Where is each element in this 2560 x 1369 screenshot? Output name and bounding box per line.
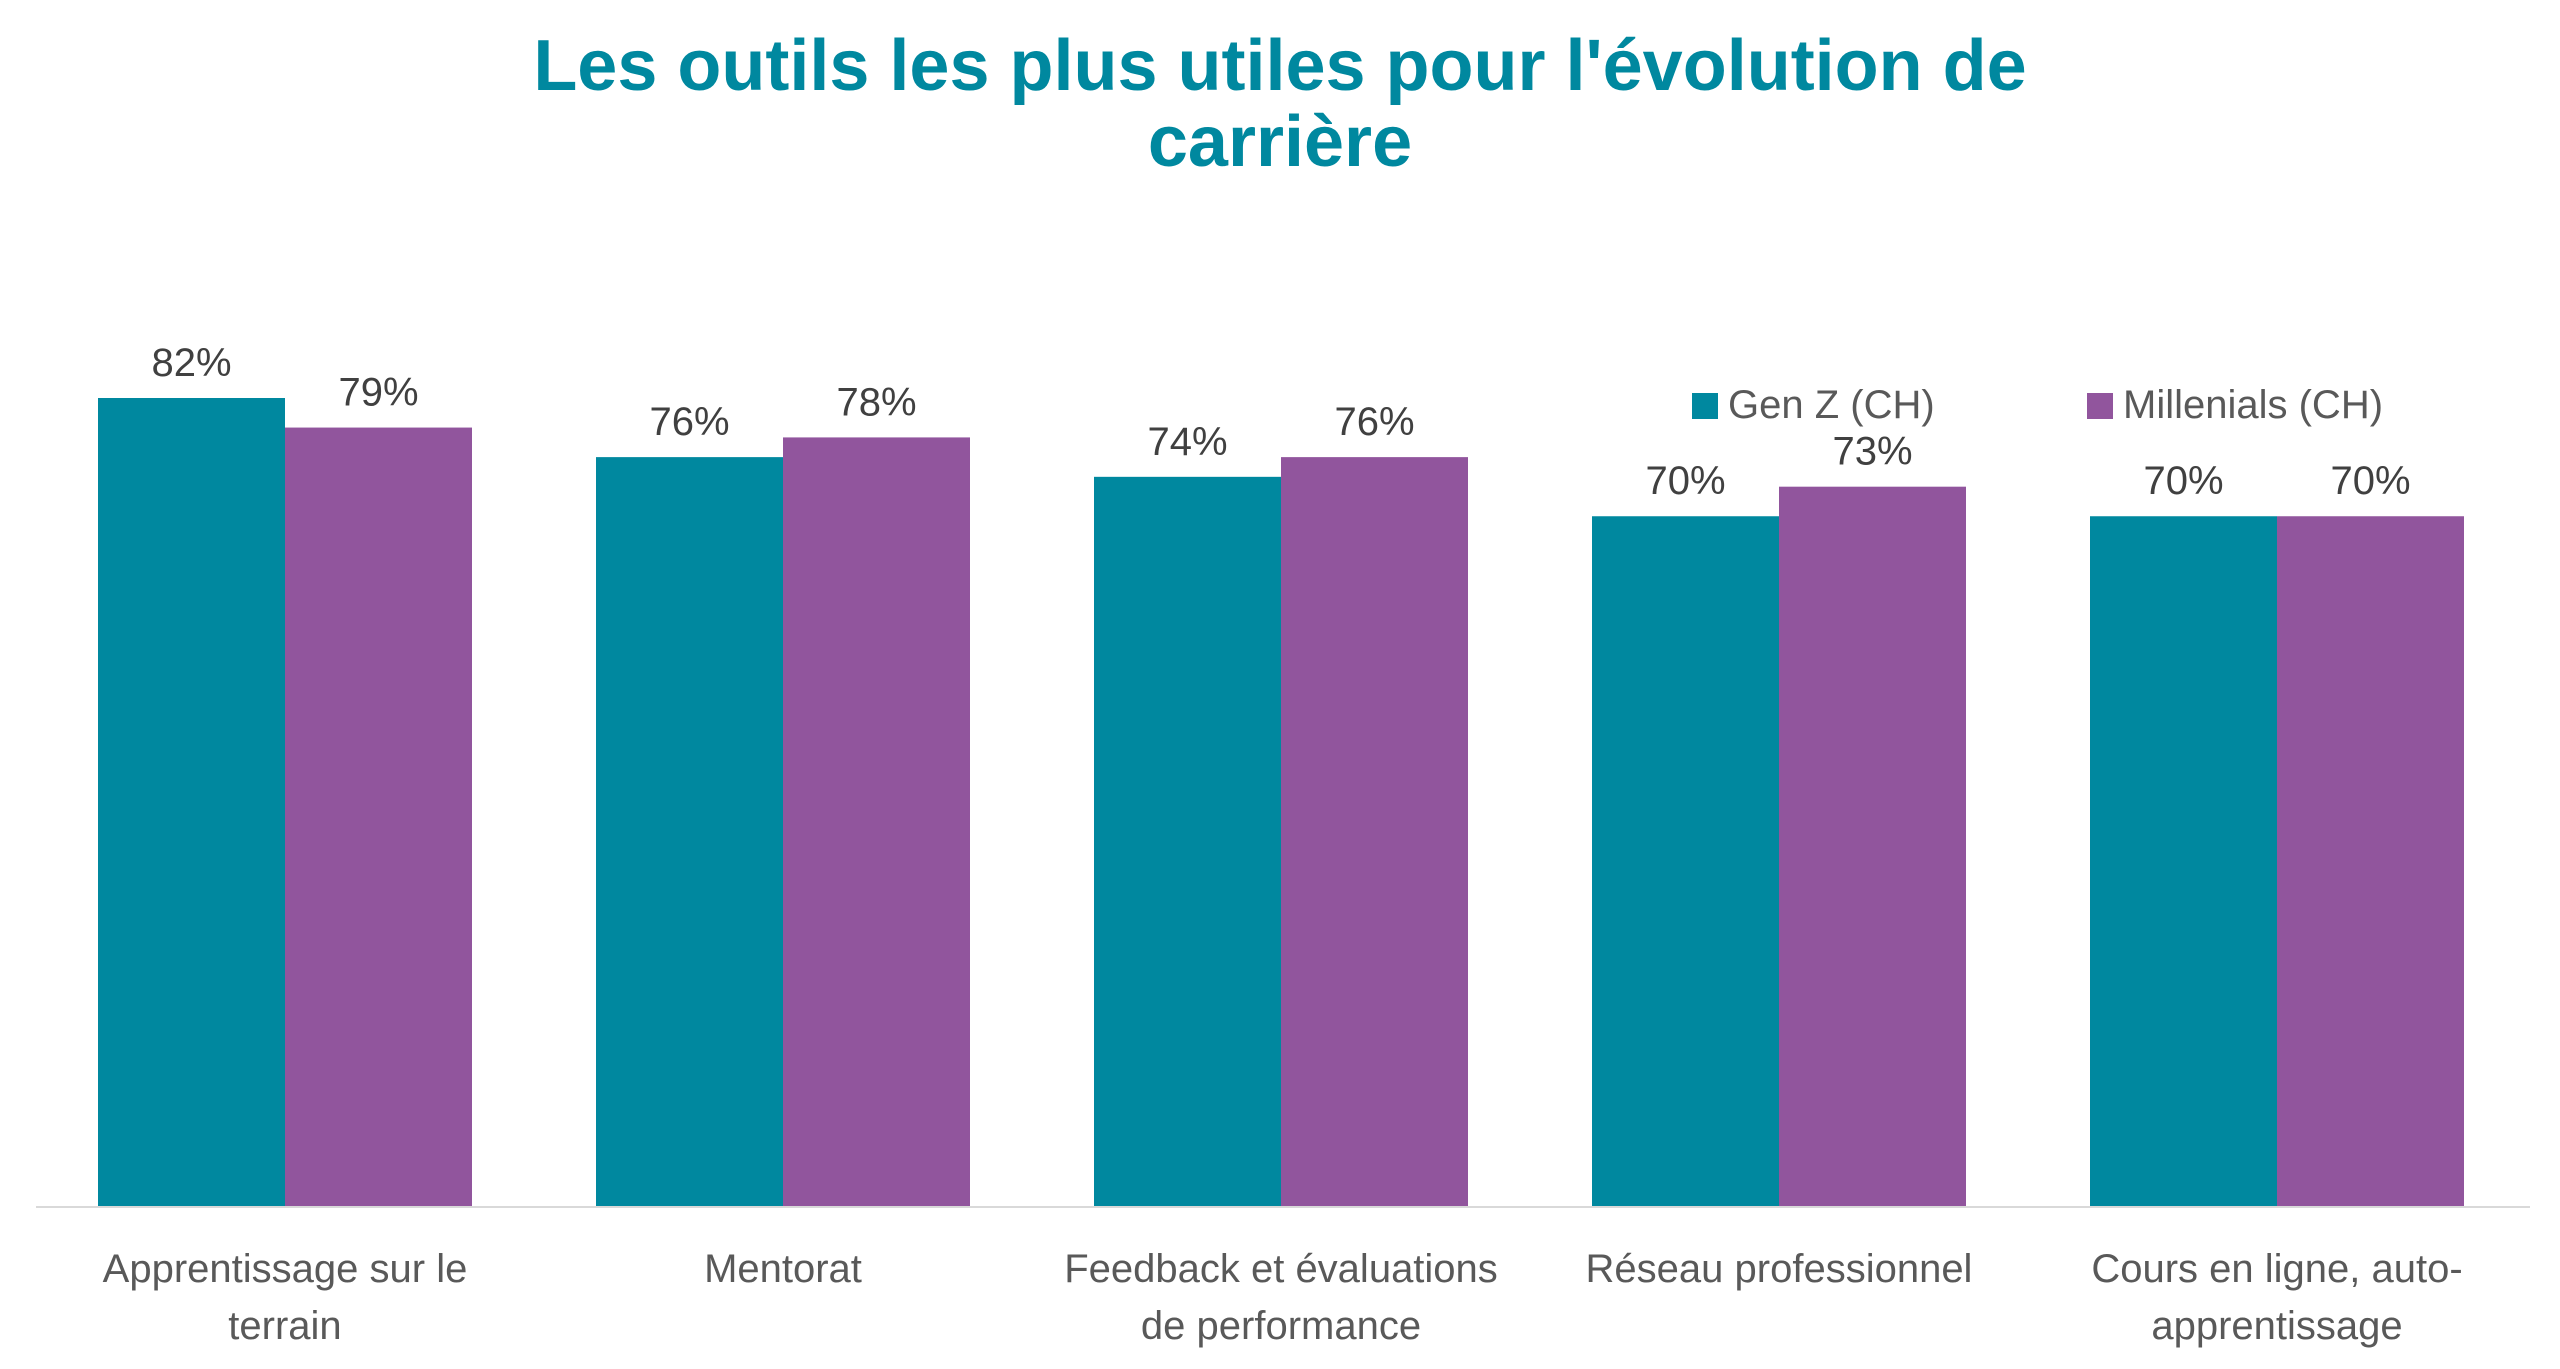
bar-genz-2 xyxy=(596,457,783,1206)
legend-label-1: Gen Z (CH) xyxy=(1728,383,1935,427)
bar-millenials-1 xyxy=(285,427,472,1206)
data-label-millenials-4: 73% xyxy=(1832,430,1912,474)
data-label-genz-2: 76% xyxy=(649,400,729,444)
chart-legend: Gen Z (CH) Millenials (CH) xyxy=(1692,383,2383,427)
category-label-3-line-2: de performance xyxy=(1141,1304,1421,1348)
chart-title-line-2: carrière xyxy=(1148,102,1412,182)
legend-swatch-1 xyxy=(1692,393,1718,419)
bar-millenials-2 xyxy=(783,437,970,1206)
data-label-millenials-3: 76% xyxy=(1334,400,1414,444)
chart-title-line-1: Les outils les plus utiles pour l'évolut… xyxy=(533,26,2026,106)
data-label-genz-5: 70% xyxy=(2143,459,2223,503)
category-label-3-line-1: Feedback et évaluations xyxy=(1064,1247,1498,1291)
category-labels: Apprentissage sur le terrain Mentorat Feedb… xyxy=(103,1247,2463,1348)
category-label-5-line-1: Cours en ligne, auto- xyxy=(2091,1247,2462,1291)
data-label-genz-3: 74% xyxy=(1147,420,1227,464)
bar-genz-3 xyxy=(1094,476,1281,1207)
category-label-1-line-2: terrain xyxy=(228,1304,341,1348)
category-label-5-line-2: apprentissage xyxy=(2151,1304,2402,1348)
legend-label-2: Millenials (CH) xyxy=(2123,383,2383,427)
bar-millenials-5 xyxy=(2277,516,2464,1206)
bar-genz-4 xyxy=(1592,516,1779,1206)
bar-genz-5 xyxy=(2090,516,2277,1206)
data-label-millenials-5: 70% xyxy=(2330,459,2410,503)
bar-millenials-3 xyxy=(1281,457,1468,1206)
bars xyxy=(98,398,2464,1207)
category-label-1-line-1: Apprentissage sur le xyxy=(103,1247,468,1291)
data-label-millenials-1: 79% xyxy=(338,371,418,415)
bar-genz-1 xyxy=(98,398,285,1206)
data-label-genz-1: 82% xyxy=(151,341,231,385)
data-labels: 82% 79% 76% 78% 74% 76% 70% 73% 70% 70% xyxy=(151,341,2410,503)
data-label-millenials-2: 78% xyxy=(836,380,916,424)
category-label-2-line-1: Mentorat xyxy=(704,1247,862,1291)
category-label-4-line-1: Réseau professionnel xyxy=(1586,1247,1973,1291)
legend-swatch-2 xyxy=(2087,393,2113,419)
chart-title: Les outils les plus utiles pour l'évolut… xyxy=(533,26,2026,182)
data-label-genz-4: 70% xyxy=(1645,459,1725,503)
bar-millenials-4 xyxy=(1779,486,1966,1206)
